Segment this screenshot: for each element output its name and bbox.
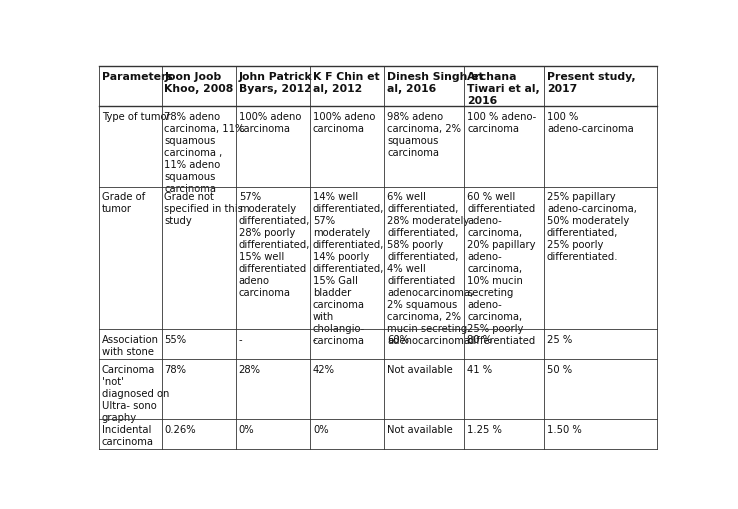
Text: 57%
moderately
differentiated,
28% poorly
differentiated,
15% well
differentiate: 57% moderately differentiated, 28% poorl…: [238, 192, 310, 298]
Text: John Patrick
Byars, 2012: John Patrick Byars, 2012: [238, 71, 312, 94]
Text: 55%: 55%: [165, 334, 187, 344]
Text: 100 %
adeno-carcinoma: 100 % adeno-carcinoma: [547, 111, 634, 133]
Text: 60 % well
differentiated
adeno-
carcinoma,
20% papillary
adeno-
carcinoma,
10% m: 60 % well differentiated adeno- carcinom…: [467, 192, 536, 346]
Text: 0%: 0%: [313, 424, 328, 434]
Text: 80 %: 80 %: [467, 334, 492, 344]
Text: Present study,
2017: Present study, 2017: [547, 71, 635, 94]
Text: 100% adeno
carcinoma: 100% adeno carcinoma: [238, 111, 301, 133]
Text: Parameters: Parameters: [102, 71, 173, 81]
Text: 0.26%: 0.26%: [165, 424, 196, 434]
Text: -: -: [238, 334, 242, 344]
Text: 78% adeno
carcinoma, 11%
squamous
carcinoma ,
11% adeno
squamous
carcinoma: 78% adeno carcinoma, 11% squamous carcin…: [165, 111, 245, 193]
Text: Incidental
carcinoma: Incidental carcinoma: [102, 424, 154, 446]
Text: 50 %: 50 %: [547, 364, 572, 374]
Text: Archana
Tiwari et al,
2016: Archana Tiwari et al, 2016: [467, 71, 539, 105]
Text: 6% well
differentiated,
28% moderately
differentiated,
58% poorly
differentiated: 6% well differentiated, 28% moderately d…: [387, 192, 474, 346]
Text: Not available: Not available: [387, 424, 453, 434]
Text: -: -: [313, 334, 317, 344]
Text: 100% adeno
carcinoma: 100% adeno carcinoma: [313, 111, 376, 133]
Text: Grade of
tumor: Grade of tumor: [102, 192, 145, 214]
Text: 78%: 78%: [165, 364, 187, 374]
Text: Joon Joob
Khoo, 2008: Joon Joob Khoo, 2008: [165, 71, 234, 94]
Text: K F Chin et
al, 2012: K F Chin et al, 2012: [313, 71, 379, 94]
Text: 100 % adeno-
carcinoma: 100 % adeno- carcinoma: [467, 111, 537, 133]
Text: 1.50 %: 1.50 %: [547, 424, 582, 434]
Text: Type of tumor: Type of tumor: [102, 111, 170, 121]
Text: 41 %: 41 %: [467, 364, 492, 374]
Text: Not available: Not available: [387, 364, 453, 374]
Text: 98% adeno
carcinoma, 2%
squamous
carcinoma: 98% adeno carcinoma, 2% squamous carcino…: [387, 111, 461, 157]
Text: 0%: 0%: [238, 424, 255, 434]
Text: 28%: 28%: [238, 364, 261, 374]
Text: 60%: 60%: [387, 334, 410, 344]
Text: Dinesh Singh et
al, 2016: Dinesh Singh et al, 2016: [387, 71, 484, 94]
Text: 42%: 42%: [313, 364, 335, 374]
Text: Grade not
specified in this
study: Grade not specified in this study: [165, 192, 244, 226]
Text: 25 %: 25 %: [547, 334, 572, 344]
Text: 14% well
differentiated,
57%
moderately
differentiated,
14% poorly
differentiate: 14% well differentiated, 57% moderately …: [313, 192, 384, 346]
Text: 25% papillary
adeno-carcinoma,
50% moderately
differentiated,
25% poorly
differe: 25% papillary adeno-carcinoma, 50% moder…: [547, 192, 637, 262]
Text: Association
with stone: Association with stone: [102, 334, 159, 356]
Text: 1.25 %: 1.25 %: [467, 424, 502, 434]
Text: Carcinoma
'not'
diagnosed on
Ultra- sono
graphy: Carcinoma 'not' diagnosed on Ultra- sono…: [102, 364, 169, 421]
